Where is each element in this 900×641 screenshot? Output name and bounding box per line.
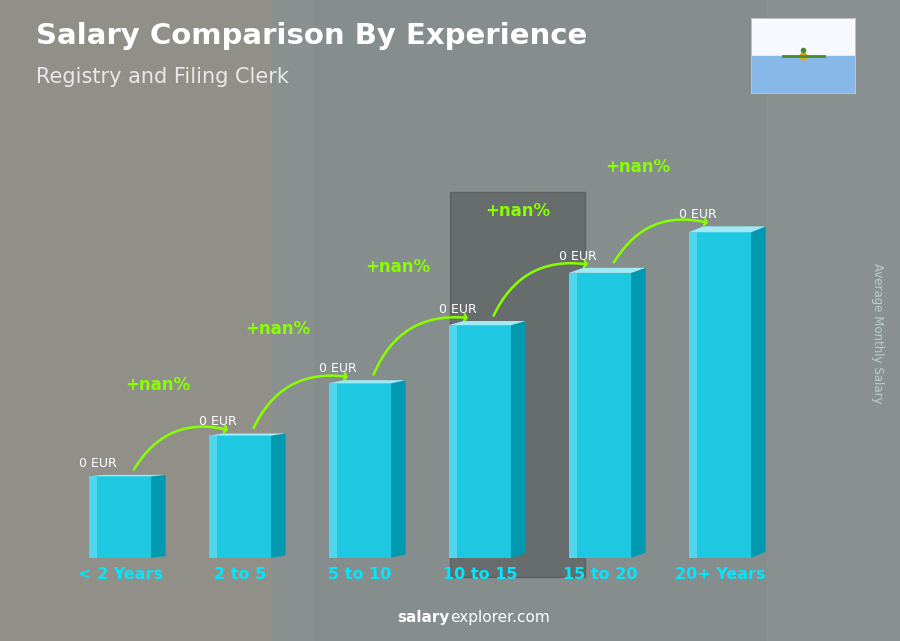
Text: +nan%: +nan% <box>605 158 670 176</box>
Polygon shape <box>315 0 765 641</box>
Bar <box>569 273 577 558</box>
Polygon shape <box>392 380 406 558</box>
Text: explorer.com: explorer.com <box>450 610 550 625</box>
Polygon shape <box>752 226 766 558</box>
Text: 0 EUR: 0 EUR <box>320 362 357 375</box>
Polygon shape <box>752 56 855 93</box>
Text: 0 EUR: 0 EUR <box>680 208 717 221</box>
Text: 0 EUR: 0 EUR <box>559 249 597 263</box>
Polygon shape <box>569 268 645 273</box>
Polygon shape <box>89 475 166 476</box>
Bar <box>328 383 392 558</box>
Text: +nan%: +nan% <box>245 320 310 338</box>
Text: Registry and Filing Clerk: Registry and Filing Clerk <box>36 67 289 87</box>
Text: salary: salary <box>398 610 450 625</box>
Text: +nan%: +nan% <box>365 258 430 276</box>
Text: 0 EUR: 0 EUR <box>199 415 237 428</box>
Bar <box>89 476 151 558</box>
Polygon shape <box>449 321 526 325</box>
Bar <box>328 383 337 558</box>
Text: 0 EUR: 0 EUR <box>79 456 117 470</box>
Text: Average Monthly Salary: Average Monthly Salary <box>871 263 884 404</box>
Polygon shape <box>752 19 855 56</box>
Bar <box>449 325 511 558</box>
Bar <box>89 476 97 558</box>
Text: +nan%: +nan% <box>125 376 190 394</box>
Polygon shape <box>0 0 270 641</box>
Polygon shape <box>631 268 645 558</box>
Bar <box>688 232 752 558</box>
Bar <box>688 232 697 558</box>
Polygon shape <box>328 380 406 383</box>
Polygon shape <box>688 226 766 232</box>
Polygon shape <box>450 192 585 577</box>
Text: +nan%: +nan% <box>485 202 550 220</box>
Bar <box>569 273 631 558</box>
Polygon shape <box>209 433 285 436</box>
Bar <box>209 436 271 558</box>
Polygon shape <box>151 475 166 558</box>
Polygon shape <box>271 433 285 558</box>
Bar <box>449 325 457 558</box>
Bar <box>209 436 217 558</box>
Text: Salary Comparison By Experience: Salary Comparison By Experience <box>36 22 587 51</box>
Polygon shape <box>511 321 526 558</box>
Text: 0 EUR: 0 EUR <box>439 303 477 316</box>
